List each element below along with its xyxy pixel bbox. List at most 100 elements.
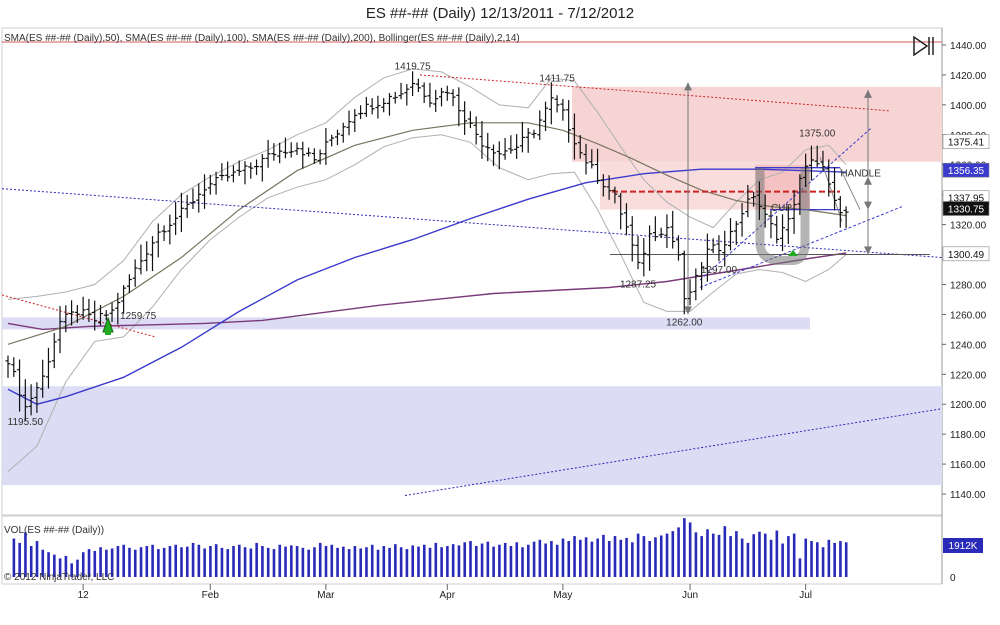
volume-bar [249,548,253,577]
price-bar [207,174,213,195]
volume-bar [370,544,374,577]
price-bar [5,355,11,378]
price-bar [722,230,728,267]
price-bar [103,310,109,321]
resistance-zone-upper [572,86,942,162]
price-bar [184,194,190,218]
volume-bar [301,547,305,577]
sma50-line [7,122,847,345]
volume-bar [99,547,102,577]
volume-bar [579,539,582,577]
volume-bar [844,542,848,577]
volume-bar [359,548,362,577]
volume-bar [677,527,680,577]
volume-bar [567,541,571,577]
volume-bar [238,544,241,577]
price-bar [230,165,236,183]
price-tag: 1337.95 [948,194,985,205]
price-bar [259,153,265,182]
volume-bar [151,544,154,577]
price-tag-box [942,201,990,216]
price-bar [687,279,693,306]
volume-bar [763,533,767,577]
volume-bar [463,542,467,577]
volume-bar [515,542,519,577]
volume-bar [353,546,357,577]
volume-bar [636,533,640,577]
price-bar [346,110,352,136]
volume-bar [347,549,351,577]
pattern-annotation: CUP [771,203,792,214]
volume-bar [388,547,391,577]
y-tick-label: 1440.00 [950,41,987,52]
volume-bar [41,549,45,577]
volume-bar [781,543,784,577]
volume-bar [694,532,698,577]
price-bar [785,205,791,245]
price-bar [826,159,832,197]
volume-bar [394,544,397,577]
price-bar [74,305,80,323]
price-bar [548,82,554,125]
price-bar [415,78,421,93]
price-bar [716,235,722,262]
volume-bar [399,547,403,577]
price-bar [144,241,150,272]
price-bar [635,236,641,270]
price-label: 1375.00 [799,128,836,139]
volume-bar [191,542,195,577]
indicator-label: SMA(ES ##-## (Daily),50), SMA(ES ##-## (… [4,33,520,44]
volume-bar [382,546,386,577]
collapse-panel-icon[interactable] [913,35,934,57]
price-bar [595,148,601,184]
volume-bar [584,537,588,577]
trendline-ascending-blue [404,408,943,497]
y-tick-label: 1160.00 [950,460,986,471]
price-bar [92,300,98,331]
volume-bar [602,534,605,577]
price-bar [531,129,537,139]
price-bar [554,95,560,113]
price-tag: 1356.35 [948,166,985,177]
volume-bar [87,549,91,577]
buy-triangle-icon [788,250,798,256]
volume-bar [688,522,692,577]
price-bar [618,192,624,230]
volume-bar [740,538,744,577]
handle-drift-line [819,157,843,222]
price-bar [340,122,346,143]
volume-bar [596,538,599,577]
x-tick-label: Apr [439,590,455,601]
price-bar [358,105,364,120]
chart-title: ES ##-## (Daily) 12/13/2011 - 7/12/2012 [366,5,634,22]
price-bar [774,215,780,244]
volume-bar [446,546,449,577]
volume-bar [81,552,85,577]
volume-bar [735,531,738,577]
trendline-descending-blue [1,188,943,259]
volume-bar [185,546,189,577]
volume-bar [642,536,646,577]
price-bar [693,268,699,301]
price-tag-box [942,162,990,178]
volume-bar [769,539,773,577]
price-bar [277,142,283,164]
price-bar [404,84,410,106]
volume-bar [469,541,472,577]
volume-bar [405,549,409,577]
volume-bar [555,544,559,577]
volume-bar [35,541,39,577]
price-bar [525,127,531,153]
y-tick-label: 1280.00 [950,280,987,291]
price-bar [450,89,456,107]
price-tag-box [942,246,990,262]
volume-bar [775,530,779,577]
price-bar [641,238,647,277]
price-bar [496,141,502,170]
price-bar [467,111,473,129]
price-bar [820,150,826,171]
price-bar [733,220,739,245]
volume-bar [266,547,270,577]
price-bar [681,250,687,315]
